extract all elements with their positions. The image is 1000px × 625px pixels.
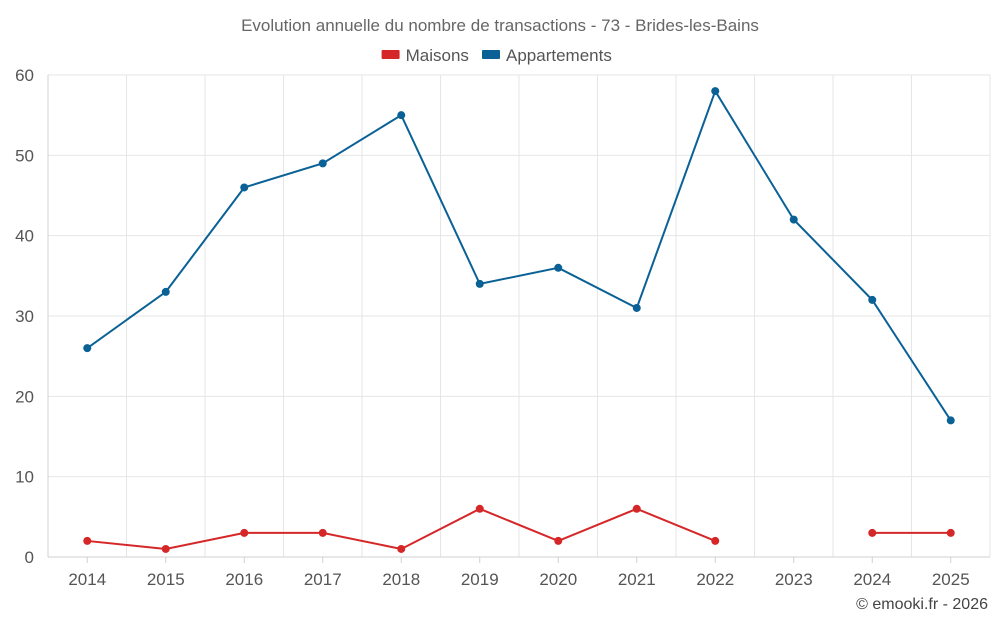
x-tick-label: 2019 [461, 570, 499, 589]
data-point [161, 287, 170, 296]
legend-swatch [381, 50, 400, 59]
legend-label: Maisons [406, 46, 469, 65]
x-tick-label: 2015 [147, 570, 185, 589]
series-layer [83, 87, 955, 553]
x-tick-label: 2022 [696, 570, 734, 589]
x-tick-label: 2024 [853, 570, 891, 589]
data-point [554, 536, 563, 545]
data-point [711, 87, 720, 96]
credit-text: © emooki.fr - 2026 [856, 596, 988, 613]
x-tick-label: 2021 [618, 570, 656, 589]
data-point [397, 111, 406, 120]
x-tick-label: 2023 [775, 570, 813, 589]
data-point [632, 504, 641, 513]
data-point [711, 536, 720, 545]
y-tick-label: 20 [15, 387, 34, 406]
legend-swatch [482, 50, 500, 59]
data-point [868, 295, 877, 304]
legend-item-appartements[interactable]: Appartements [482, 46, 612, 65]
x-tick-label: 2025 [932, 570, 970, 589]
legend: Maisons Appartements [381, 46, 612, 65]
y-tick-label: 0 [25, 548, 34, 567]
y-tick-label: 60 [15, 66, 34, 85]
data-point [83, 344, 92, 353]
data-point [868, 528, 877, 537]
x-tick-label: 2017 [304, 570, 342, 589]
x-tick-label: 2020 [539, 570, 577, 589]
data-point [240, 528, 249, 537]
series-appartements [83, 87, 955, 425]
data-point [161, 544, 170, 553]
data-point [632, 303, 641, 312]
series-maisons [83, 504, 955, 553]
data-point [475, 279, 484, 288]
axes: 0 10 20 30 40 50 60 2014 2015 2016 2017 2018 2019 202… [15, 66, 991, 589]
data-point [789, 215, 798, 224]
x-tick-label: 2014 [68, 570, 106, 589]
data-point [475, 504, 484, 513]
series-line [87, 507, 716, 551]
data-point [318, 528, 327, 537]
y-tick-label: 50 [15, 146, 34, 165]
grid [48, 74, 990, 557]
y-tick-label: 30 [15, 307, 34, 326]
x-tick-label: 2016 [225, 570, 263, 589]
data-point [946, 528, 955, 537]
data-point [946, 416, 955, 425]
y-tick-label: 10 [15, 468, 34, 487]
data-point [554, 263, 563, 272]
legend-item-maisons[interactable]: Maisons [381, 46, 469, 65]
series-line [86, 88, 952, 421]
data-point [397, 544, 406, 553]
data-point [83, 536, 92, 545]
data-point [240, 183, 249, 192]
data-point [318, 159, 327, 168]
chart-title: Evolution annuelle du nombre de transact… [241, 16, 759, 35]
x-tick-label: 2018 [382, 570, 420, 589]
legend-label: Appartements [506, 46, 612, 65]
y-tick-label: 40 [15, 227, 34, 246]
